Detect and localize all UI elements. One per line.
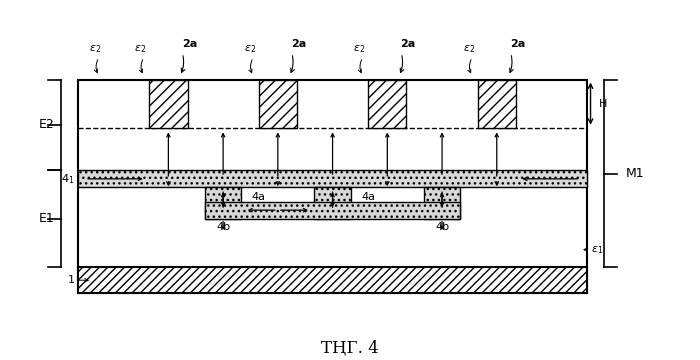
- Text: 2a: 2a: [400, 39, 416, 49]
- Text: 2a: 2a: [291, 39, 307, 49]
- Text: $\varepsilon_2$: $\varepsilon_2$: [354, 44, 365, 55]
- Bar: [78, 170, 587, 188]
- Bar: [205, 202, 460, 219]
- Text: $\varepsilon_2$: $\varepsilon_2$: [134, 44, 146, 55]
- Text: $\varepsilon_2$: $\varepsilon_2$: [244, 44, 256, 55]
- Bar: [149, 80, 188, 128]
- Text: $\varepsilon_1$: $\varepsilon_1$: [591, 244, 603, 256]
- Bar: [205, 188, 242, 219]
- Text: $\varepsilon_2$: $\varepsilon_2$: [463, 44, 475, 55]
- Bar: [259, 80, 297, 128]
- Text: H: H: [599, 99, 608, 109]
- Text: 4a: 4a: [252, 192, 266, 202]
- Text: 4a: 4a: [326, 205, 340, 215]
- Bar: [368, 80, 407, 128]
- Text: 1: 1: [68, 275, 75, 285]
- Text: ΤҢГ. 4: ΤҢГ. 4: [321, 339, 379, 357]
- Bar: [477, 80, 516, 128]
- Bar: [78, 267, 587, 293]
- Bar: [78, 80, 587, 293]
- Text: 2a: 2a: [510, 39, 525, 49]
- Text: 4b: 4b: [435, 222, 449, 232]
- Text: E1: E1: [38, 212, 55, 225]
- Text: 4b: 4b: [216, 222, 230, 232]
- Text: $4_1$: $4_1$: [61, 172, 75, 186]
- Text: 4a: 4a: [361, 192, 375, 202]
- Bar: [424, 188, 460, 219]
- Text: $\varepsilon_2$: $\varepsilon_2$: [90, 44, 102, 55]
- Text: E2: E2: [38, 118, 55, 131]
- Text: M1: M1: [625, 167, 644, 180]
- Bar: [314, 188, 351, 219]
- Text: 2a: 2a: [182, 39, 197, 49]
